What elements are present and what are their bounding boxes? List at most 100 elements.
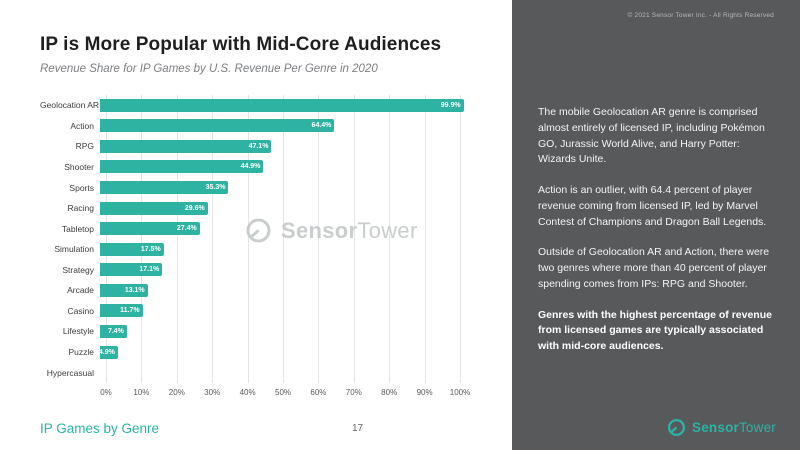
bar-track: 35.3% [100, 181, 464, 195]
bar-track: 44.9% [100, 160, 464, 174]
category-label: Arcade [67, 285, 94, 296]
bar: 29.6% [100, 201, 208, 215]
bar-value-label: 99.9% [440, 101, 461, 109]
bar-row: Lifestyle 7.4% [40, 322, 464, 341]
bar-track: 29.6% [100, 201, 464, 215]
sidebar-paragraphs: The mobile Geolocation AR genre is compr… [538, 105, 774, 293]
bar: 44.9% [100, 160, 264, 174]
bar: 17.5% [100, 242, 164, 256]
x-tick-label: 30% [204, 388, 221, 397]
logo-text-tower: Tower [738, 420, 776, 435]
bar-value-label: 13.1% [124, 286, 145, 294]
x-tick-label: 20% [168, 388, 185, 397]
bar-row: Tabletop 27.4% [40, 219, 464, 238]
page-number: 17 [352, 423, 364, 434]
sidebar-bold-paragraph: Genres with the highest percentage of re… [538, 308, 772, 353]
category-label: Sports [69, 182, 94, 193]
bar-value-label: 47.1% [248, 142, 269, 150]
bar-value-label: 17.5% [140, 245, 161, 253]
page-subtitle: Revenue Share for IP Games by U.S. Reven… [40, 63, 378, 75]
bar: 4.9% [98, 345, 118, 359]
bar-track: 17.5% [100, 242, 464, 256]
x-tick-label: 100% [449, 388, 471, 397]
bar-value-label: 11.7% [120, 307, 140, 315]
chart-gridlines [106, 95, 461, 383]
bar-row: Arcade 13.1% [40, 281, 464, 300]
bar-track: 47.1% [100, 139, 464, 153]
category-label: Geolocation AR [40, 100, 100, 111]
bar-row: Casino 11.7% [40, 301, 464, 320]
bar-value-label: 27.4% [176, 225, 197, 233]
x-tick-label: 0% [100, 388, 112, 397]
bar-track: 11.7% [100, 304, 464, 318]
footer-section-label: IP Games by Genre [40, 421, 160, 436]
bar-track: 64.4% [100, 119, 464, 133]
bar-row: Puzzle 4.9% [40, 343, 464, 362]
bar-track [100, 366, 464, 379]
copyright-notice: © 2021 Sensor Tower Inc. - All Rights Re… [627, 12, 774, 19]
bar-value-label: 44.9% [240, 163, 261, 171]
bar-row: Action 64.4% [40, 116, 464, 135]
bar: 27.4% [100, 222, 200, 236]
bar-row: Strategy 17.1% [40, 260, 464, 279]
gridline [460, 95, 461, 383]
category-label: Puzzle [68, 347, 94, 358]
main-content: IP is More Popular with Mid-Core Audienc… [40, 34, 471, 436]
x-tick-label: 60% [310, 388, 327, 397]
page-title: IP is More Popular with Mid-Core Audienc… [40, 34, 442, 55]
bar-row: Racing 29.6% [40, 199, 464, 218]
bar-track: 4.9% [98, 345, 464, 359]
bar-value-label: 64.4% [311, 122, 332, 130]
bar-chart: Geolocation AR 99.9% Action 64.4% RPG 47.1% Sh… [40, 95, 470, 402]
bar-track: 13.1% [100, 283, 464, 297]
gridline [389, 95, 391, 383]
bar: 64.4% [100, 119, 335, 133]
gridline [318, 95, 320, 383]
category-label: Hypercasual [46, 367, 94, 378]
x-tick-label: 80% [381, 388, 398, 397]
x-tick-label: 40% [239, 388, 256, 397]
bar: 7.4% [100, 324, 127, 338]
bar-row: Hypercasual [40, 363, 464, 382]
category-label: RPG [75, 141, 94, 152]
x-tick-label: 10% [133, 388, 150, 397]
gridline [353, 95, 355, 383]
gridline [141, 95, 143, 383]
x-tick-label: 90% [416, 388, 433, 397]
x-tick-label: 50% [274, 388, 292, 397]
bar-track: 99.9% [100, 98, 464, 112]
category-label: Shooter [64, 161, 94, 172]
bar-row: Shooter 44.9% [40, 157, 464, 176]
gridline [106, 95, 107, 383]
chart-rows: Geolocation AR 99.9% Action 64.4% RPG 47.1% Sh… [40, 95, 464, 383]
gridline [424, 95, 426, 383]
x-axis: 0% 10% 20% 30% 40% 50% 60% 70% 80% 90% 100% [100, 388, 470, 402]
category-label: Strategy [62, 264, 94, 275]
bar-value-label: 17.1% [139, 266, 160, 274]
gridline [212, 95, 214, 383]
bar-value-label: 29.6% [184, 204, 205, 212]
bar-track: 17.1% [100, 263, 464, 277]
bar: 99.9% [100, 98, 464, 112]
bar: 47.1% [100, 139, 272, 153]
bar-value-label: 7.4% [107, 327, 124, 335]
sidebar-paragraph: Action is an outlier, with 64.4 percent … [538, 184, 767, 228]
gridline [283, 95, 284, 383]
bar-track: 27.4% [100, 222, 464, 236]
category-label: Lifestyle [62, 326, 94, 337]
bar: 13.1% [100, 283, 148, 297]
bar-row: Simulation 17.5% [40, 240, 464, 259]
bar-value-label: 35.3% [205, 184, 226, 192]
category-label: Racing [67, 203, 94, 214]
sensor-tower-logo-icon [668, 418, 686, 437]
gridline [176, 95, 178, 383]
sidebar-paragraph: Outside of Geolocation AR and Action, th… [538, 246, 770, 290]
bar-value-label: 4.9% [98, 348, 115, 356]
category-label: Casino [67, 305, 94, 316]
category-label: Tabletop [61, 223, 94, 234]
bar-row: RPG 47.1% [40, 137, 464, 156]
bar-row: Sports 35.3% [40, 178, 464, 197]
bar: 17.1% [100, 263, 163, 277]
bar-track: 7.4% [100, 324, 464, 338]
